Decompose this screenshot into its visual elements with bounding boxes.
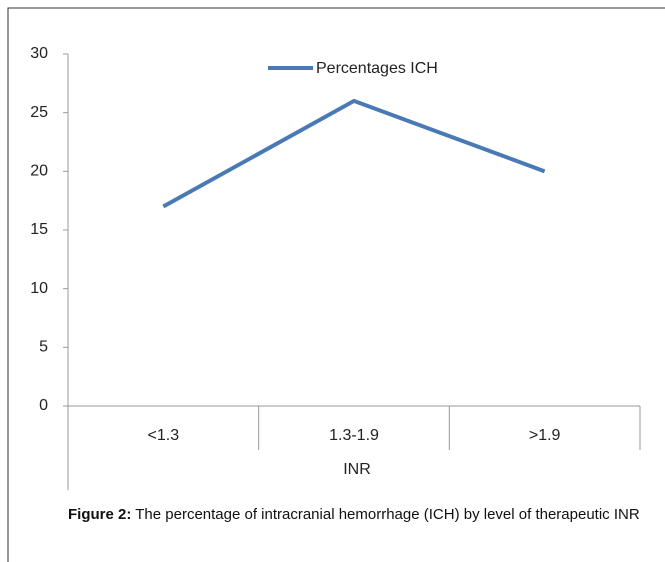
frame	[7, 7, 665, 562]
y-tick-label: 15	[30, 221, 48, 238]
x-tick-label: >1.9	[529, 427, 561, 444]
x-tick-label: <1.3	[148, 427, 180, 444]
caption-label: Figure 2:	[68, 506, 132, 523]
y-tick-label: 5	[39, 339, 48, 356]
y-tick-label: 25	[30, 104, 48, 121]
y-tick-label: 20	[30, 163, 48, 180]
y-tick-label: 0	[39, 397, 48, 414]
y-tick-label: 30	[30, 45, 48, 62]
caption: Figure 2: The percentage of intracranial…	[68, 504, 650, 526]
x-axis-label: INR	[343, 461, 371, 478]
legend-label: Percentages ICH	[316, 60, 438, 77]
series-line	[162, 98, 546, 209]
caption-text: The percentage of intracranial hemorrhag…	[135, 506, 640, 523]
x-tick-label: 1.3-1.9	[329, 427, 379, 444]
y-tick-label: 10	[30, 280, 48, 297]
